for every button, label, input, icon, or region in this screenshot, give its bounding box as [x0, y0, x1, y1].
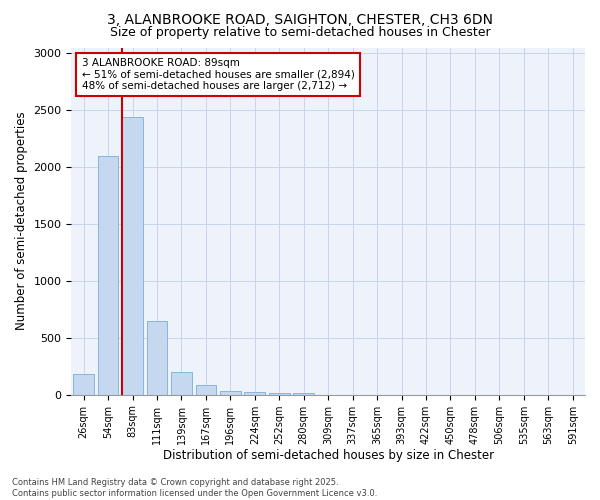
Bar — [171, 372, 192, 394]
Text: Contains HM Land Registry data © Crown copyright and database right 2025.
Contai: Contains HM Land Registry data © Crown c… — [12, 478, 377, 498]
Bar — [146, 320, 167, 394]
Bar — [269, 393, 290, 394]
Bar — [98, 156, 118, 394]
Text: Size of property relative to semi-detached houses in Chester: Size of property relative to semi-detach… — [110, 26, 490, 39]
Bar — [244, 392, 265, 394]
Bar — [220, 390, 241, 394]
Text: 3, ALANBROOKE ROAD, SAIGHTON, CHESTER, CH3 6DN: 3, ALANBROOKE ROAD, SAIGHTON, CHESTER, C… — [107, 12, 493, 26]
Bar — [122, 117, 143, 394]
Y-axis label: Number of semi-detached properties: Number of semi-detached properties — [15, 112, 28, 330]
X-axis label: Distribution of semi-detached houses by size in Chester: Distribution of semi-detached houses by … — [163, 450, 494, 462]
Bar — [293, 393, 314, 394]
Text: 3 ALANBROOKE ROAD: 89sqm
← 51% of semi-detached houses are smaller (2,894)
48% o: 3 ALANBROOKE ROAD: 89sqm ← 51% of semi-d… — [82, 58, 355, 91]
Bar — [196, 385, 217, 394]
Bar — [73, 374, 94, 394]
